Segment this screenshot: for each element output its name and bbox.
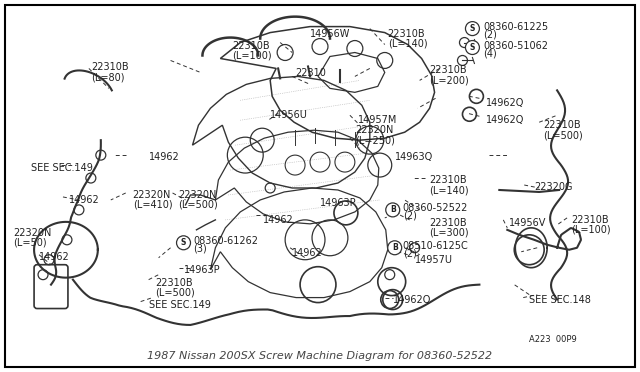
Text: S: S [181, 238, 186, 247]
Text: 22320G: 22320G [534, 182, 573, 192]
Circle shape [465, 22, 479, 36]
Text: 22310B: 22310B [232, 41, 270, 51]
Text: 22320N: 22320N [132, 190, 171, 200]
Text: (L=410): (L=410) [132, 200, 172, 210]
Text: 22320N: 22320N [179, 190, 217, 200]
Text: SEE SEC.149: SEE SEC.149 [31, 163, 93, 173]
Text: (L=140): (L=140) [429, 185, 469, 195]
Circle shape [465, 41, 479, 54]
Text: SEE SEC.149: SEE SEC.149 [148, 299, 211, 310]
Text: SEE SEC.148: SEE SEC.148 [529, 295, 591, 305]
Text: (L=200): (L=200) [429, 76, 469, 86]
Text: 22310B: 22310B [543, 120, 580, 130]
Text: (4): (4) [483, 48, 497, 58]
Text: 14956U: 14956U [270, 110, 308, 120]
Text: B: B [390, 205, 396, 214]
Text: 14962Q: 14962Q [486, 115, 525, 125]
Text: 22310B: 22310B [388, 29, 426, 39]
Text: 22310B: 22310B [91, 62, 129, 73]
Text: (L=250): (L=250) [355, 135, 395, 145]
Text: (2): (2) [483, 29, 497, 39]
Text: 08360-61262: 08360-61262 [193, 236, 259, 246]
Text: 22310B: 22310B [429, 218, 467, 228]
Text: 14957M: 14957M [358, 115, 397, 125]
Text: 22310B: 22310B [156, 278, 193, 288]
Text: (L=140): (L=140) [388, 39, 428, 49]
Text: S: S [470, 43, 475, 52]
Text: (L=100): (L=100) [571, 225, 611, 235]
Text: 1987 Nissan 200SX Screw Machine Diagram for 08360-52522: 1987 Nissan 200SX Screw Machine Diagram … [147, 351, 493, 361]
Text: (L=500): (L=500) [156, 288, 195, 298]
Text: 14963Q: 14963Q [395, 152, 433, 162]
Text: (L=100): (L=100) [232, 51, 272, 61]
Text: A223  00P9: A223 00P9 [529, 336, 577, 344]
Text: 14962Q: 14962Q [393, 295, 431, 305]
Text: B: B [392, 243, 397, 252]
Text: 22310B: 22310B [429, 65, 467, 76]
Text: 22320N: 22320N [355, 125, 393, 135]
Text: 14962: 14962 [148, 152, 179, 162]
Text: 14963P: 14963P [320, 198, 356, 208]
Text: 14957U: 14957U [415, 255, 452, 265]
Text: 22310B: 22310B [571, 215, 609, 225]
Text: (L=80): (L=80) [91, 73, 124, 83]
Text: (L=300): (L=300) [429, 228, 469, 238]
Text: 22320N: 22320N [13, 228, 52, 238]
Text: 14962: 14962 [263, 215, 294, 225]
Text: 14962Q: 14962Q [486, 98, 525, 108]
Text: (L=50): (L=50) [13, 238, 47, 248]
Text: 08360-51062: 08360-51062 [483, 41, 548, 51]
Text: (L=500): (L=500) [179, 200, 218, 210]
Text: 14956V: 14956V [509, 218, 547, 228]
Text: 14956W: 14956W [310, 29, 351, 39]
Text: (L=500): (L=500) [543, 130, 583, 140]
Text: (2): (2) [403, 211, 417, 221]
Text: (3): (3) [193, 244, 207, 254]
Circle shape [386, 203, 400, 217]
Text: S: S [470, 24, 475, 33]
Circle shape [177, 236, 191, 250]
Text: 14962: 14962 [69, 195, 100, 205]
Text: 08360-52522: 08360-52522 [403, 203, 468, 213]
Text: 08510-6125C: 08510-6125C [403, 241, 468, 251]
Text: 22310: 22310 [295, 68, 326, 78]
Text: 22310B: 22310B [429, 175, 467, 185]
Text: (2): (2) [403, 249, 417, 259]
Circle shape [388, 241, 402, 255]
Text: 14962: 14962 [39, 252, 70, 262]
Text: 08360-61225: 08360-61225 [483, 22, 548, 32]
Text: 14962: 14962 [292, 248, 323, 258]
Text: 14963P: 14963P [184, 265, 220, 275]
